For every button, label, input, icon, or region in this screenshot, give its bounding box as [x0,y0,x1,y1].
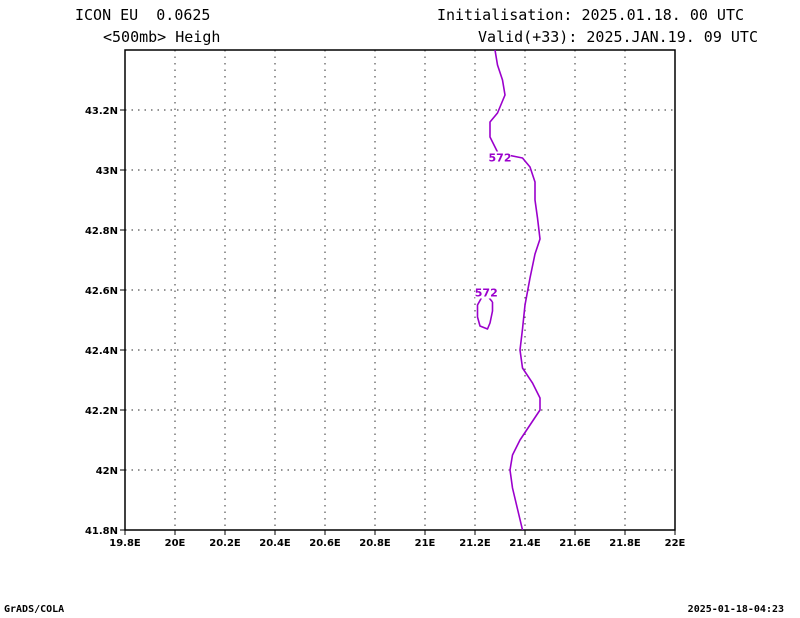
x-tick-label: 21E [415,538,436,549]
x-tick-label: 21.4E [509,538,541,549]
y-tick-label: 43N [96,166,118,177]
x-tick-label: 22E [665,538,686,549]
y-tick-label: 42.8N [85,226,118,237]
y-tick-label: 42.4N [85,346,118,357]
variable-title: <500mb> Heigh [103,28,221,46]
contour-label: 572 [489,152,512,165]
valid-time: Valid(+33): 2025.JAN.19. 09 UTC [478,28,758,46]
y-tick-label: 41.8N [85,526,118,537]
model-title: ICON EU 0.0625 [75,6,211,24]
y-tick-label: 42.2N [85,406,118,417]
software-credit: GrADS/COLA [4,604,65,615]
x-tick-label: 20E [165,538,186,549]
contour-line [489,49,541,531]
y-tick-label: 43.2N [85,106,118,117]
x-tick-label: 19.8E [109,538,141,549]
contour-label-bg [475,286,498,299]
x-tick-label: 20.6E [309,538,341,549]
x-tick-label: 21.6E [559,538,591,549]
y-tick-label: 42N [96,466,118,477]
x-tick-label: 20.2E [209,538,241,549]
plot-frame [124,49,676,531]
x-tick-label: 20.8E [359,538,391,549]
x-tick-label: 21.2E [459,538,491,549]
render-timestamp: 2025-01-18-04:23 [687,604,784,615]
y-tick-label: 42.6N [85,286,118,297]
x-tick-label: 21.8E [609,538,641,549]
contour-line [476,295,494,330]
contour-label-bg [489,151,511,164]
x-tick-label: 20.4E [259,538,291,549]
contour-label: 572 [475,287,498,300]
init-time: Initialisation: 2025.01.18. 00 UTC [436,6,744,24]
